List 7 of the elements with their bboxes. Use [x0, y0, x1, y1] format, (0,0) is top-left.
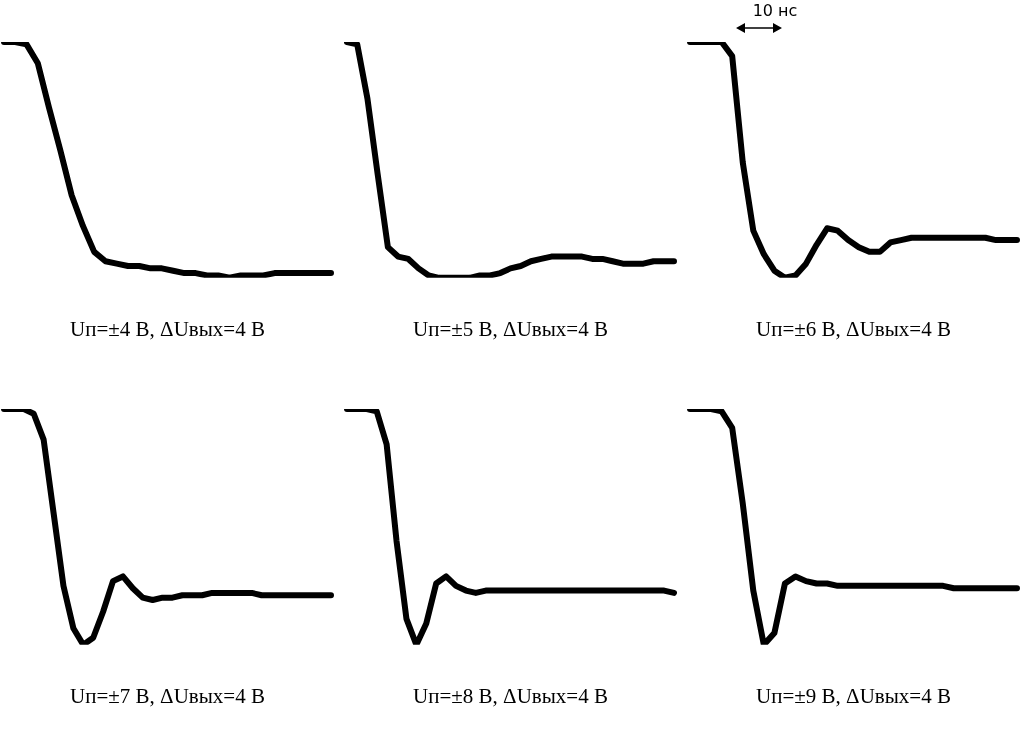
text: Uп=±8 В, ΔUвых=4 В [413, 683, 608, 708]
text: Uп=±9 В, ΔUвых=4 В [756, 683, 951, 708]
text: Uп=±6 В, ΔUвых=4 В [756, 316, 951, 341]
text: Uп=±5 В, ΔUвых=4 В [413, 316, 608, 341]
text: Uп=±7 В, ΔUвых=4 В [70, 683, 265, 708]
text: 10 нс [752, 1, 798, 21]
text: Uп=±4 В, ΔUвых=4 В [70, 316, 265, 341]
